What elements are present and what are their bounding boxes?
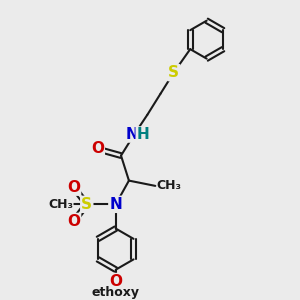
- Text: H: H: [136, 127, 149, 142]
- Text: S: S: [168, 65, 179, 80]
- Text: O: O: [109, 274, 122, 289]
- Text: N: N: [126, 127, 139, 142]
- Text: O: O: [91, 142, 104, 157]
- Text: N: N: [110, 197, 122, 212]
- Text: O: O: [67, 214, 80, 229]
- Text: CH₃: CH₃: [157, 179, 181, 192]
- Text: O: O: [67, 180, 80, 195]
- Text: S: S: [81, 197, 92, 212]
- Text: CH₃: CH₃: [48, 198, 73, 211]
- Text: ethoxy: ethoxy: [92, 286, 140, 298]
